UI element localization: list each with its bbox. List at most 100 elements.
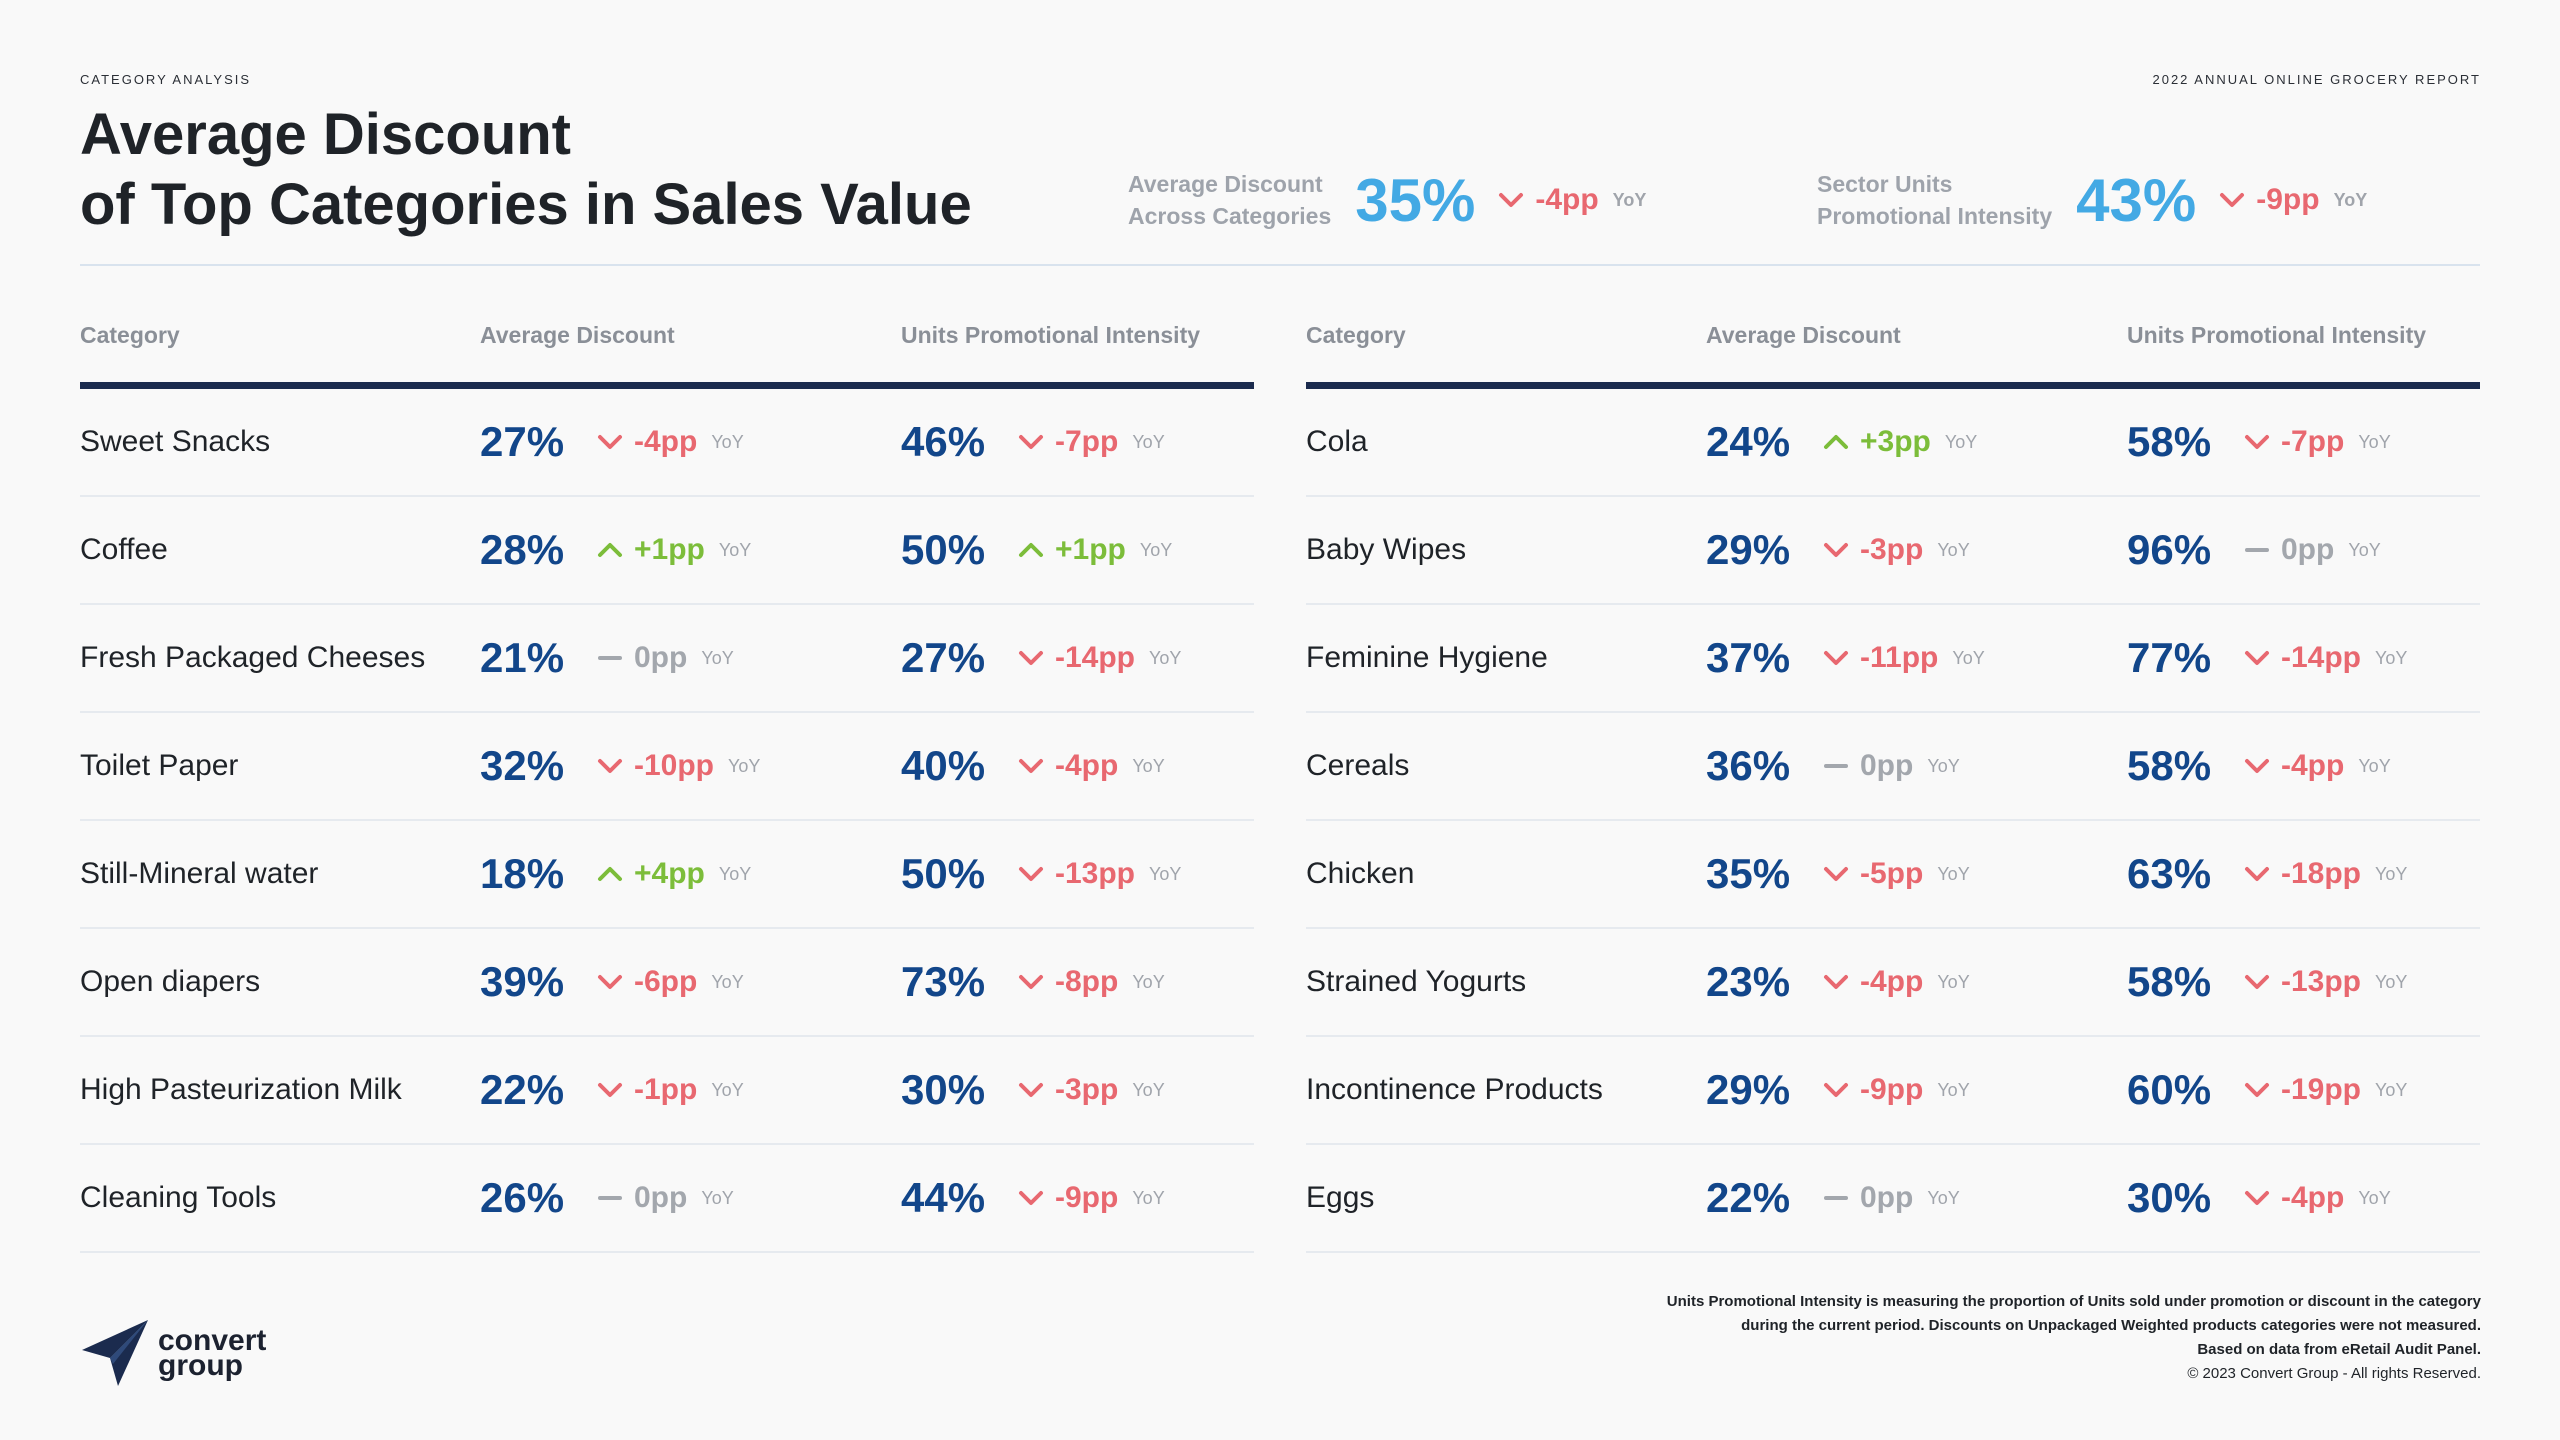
yoy-label: YoY bbox=[1132, 755, 1165, 776]
average-discount-cell: 27% -4pp YoY bbox=[480, 389, 744, 495]
table-row: Feminine Hygiene 37% -11pp YoY 77% -14pp… bbox=[1306, 605, 2480, 713]
yoy-label: YoY bbox=[1927, 1187, 1960, 1208]
units-promo-value: 77% bbox=[2127, 634, 2212, 681]
units-promo-value: 60% bbox=[2127, 1066, 2212, 1113]
arrow-down-icon bbox=[2218, 186, 2256, 214]
change-value: -8pp bbox=[1055, 965, 1119, 998]
average-discount-change: +3pp YoY bbox=[1822, 425, 1977, 459]
dash-icon bbox=[1822, 1184, 1860, 1212]
average-discount-value: 29% bbox=[1706, 526, 1791, 573]
arrow-down-icon bbox=[2243, 752, 2281, 780]
category-cell: Chicken bbox=[1306, 821, 1414, 927]
units-promo-value: 50% bbox=[901, 850, 986, 897]
page-title-line2: of Top Categories in Sales Value bbox=[80, 172, 972, 237]
footnote-line2: during the current period. Discounts on … bbox=[1741, 1317, 2481, 1334]
category-cell: Cereals bbox=[1306, 713, 1409, 819]
category-name: High Pasteurization Milk bbox=[80, 1073, 402, 1106]
change-value: -4pp bbox=[2281, 749, 2345, 782]
units-promo-change: -19pp YoY bbox=[2243, 1073, 2407, 1107]
dash-icon bbox=[596, 1184, 634, 1212]
arrow-down-icon bbox=[2243, 644, 2281, 672]
average-discount-cell: 18% +4pp YoY bbox=[480, 821, 751, 927]
dash-icon bbox=[2243, 536, 2281, 564]
table-row: Cleaning Tools 26% 0pp YoY 44% -9pp YoY bbox=[80, 1145, 1254, 1253]
arrow-down-icon bbox=[1017, 860, 1055, 888]
kpi-promotional-intensity: Sector Units Promotional Intensity 43% -… bbox=[1817, 167, 2367, 234]
average-discount-value: 24% bbox=[1706, 418, 1791, 465]
units-promo-cell: 77% -14pp YoY bbox=[2127, 605, 2407, 711]
units-promo-cell: 30% -4pp YoY bbox=[2127, 1145, 2391, 1251]
yoy-label: YoY bbox=[2375, 647, 2408, 668]
average-discount-value: 22% bbox=[480, 1066, 565, 1113]
yoy-label: YoY bbox=[1139, 539, 1173, 560]
category-name: Cola bbox=[1306, 425, 1368, 458]
arrow-down-icon bbox=[1017, 1184, 1055, 1212]
arrow-up-icon bbox=[596, 536, 634, 564]
average-discount-change: 0pp YoY bbox=[596, 641, 734, 675]
units-promo-change: -18pp YoY bbox=[2243, 857, 2407, 891]
units-promo-change: -4pp YoY bbox=[2243, 749, 2391, 783]
units-promo-cell: 50% +1pp YoY bbox=[901, 497, 1172, 603]
arrow-down-icon bbox=[2243, 428, 2281, 456]
average-discount-value: 26% bbox=[480, 1174, 565, 1221]
category-cell: Still-Mineral water bbox=[80, 821, 318, 927]
units-promo-cell: 50% -13pp YoY bbox=[901, 821, 1181, 927]
arrow-down-icon bbox=[596, 1076, 634, 1104]
table-header: Category Average Discount Units Promotio… bbox=[1306, 300, 2480, 389]
yoy-label: YoY bbox=[1149, 647, 1182, 668]
units-promo-change: -4pp YoY bbox=[1017, 749, 1165, 783]
arrow-up-icon bbox=[596, 860, 634, 888]
column-header-units-promo: Units Promotional Intensity bbox=[901, 322, 1201, 348]
kpi-average-discount: Average Discount Across Categories 35% -… bbox=[1128, 166, 1646, 234]
dash-icon bbox=[1822, 752, 1860, 780]
yoy-label: YoY bbox=[2375, 863, 2408, 884]
yoy-label: YoY bbox=[2348, 539, 2381, 560]
arrow-down-icon bbox=[1497, 186, 1535, 214]
footnote-line1: Units Promotional Intensity is measuring… bbox=[1666, 1293, 2481, 1310]
kpi-change: -9pp YoY bbox=[2218, 183, 2367, 217]
arrow-down-icon bbox=[1017, 1076, 1055, 1104]
arrow-down-icon bbox=[596, 752, 634, 780]
arrow-down-icon bbox=[2243, 1184, 2281, 1212]
units-promo-value: 27% bbox=[901, 634, 986, 681]
category-name: Eggs bbox=[1306, 1181, 1375, 1214]
average-discount-change: -3pp YoY bbox=[1822, 533, 1970, 567]
units-promo-change: -8pp YoY bbox=[1017, 965, 1165, 999]
category-cell: Feminine Hygiene bbox=[1306, 605, 1548, 711]
average-discount-change: -10pp YoY bbox=[596, 749, 760, 783]
column-header-average-discount: Average Discount bbox=[1706, 322, 1901, 348]
kpi-change: -4pp YoY bbox=[1497, 183, 1646, 217]
yoy-label: YoY bbox=[2358, 755, 2391, 776]
units-promo-value: 58% bbox=[2127, 418, 2212, 465]
category-name: Open diapers bbox=[80, 965, 261, 998]
category-name: Still-Mineral water bbox=[80, 857, 319, 890]
units-promo-cell: 46% -7pp YoY bbox=[901, 389, 1165, 495]
units-promo-change: -9pp YoY bbox=[1017, 1181, 1165, 1215]
yoy-label: YoY bbox=[1927, 755, 1960, 776]
category-name: Cleaning Tools bbox=[80, 1181, 277, 1214]
units-promo-change: +1pp YoY bbox=[1017, 533, 1172, 567]
change-value: -19pp bbox=[2281, 1073, 2362, 1106]
average-discount-change: 0pp YoY bbox=[1822, 749, 1960, 783]
average-discount-cell: 32% -10pp YoY bbox=[480, 713, 760, 819]
units-promo-change: -4pp YoY bbox=[2243, 1181, 2391, 1215]
change-value: -7pp bbox=[1055, 425, 1119, 458]
category-table-right: Category Average Discount Units Promotio… bbox=[1306, 300, 2480, 1253]
units-promo-change: -13pp YoY bbox=[1017, 857, 1181, 891]
units-promo-value: 63% bbox=[2127, 850, 2212, 897]
table-row: Sweet Snacks 27% -4pp YoY 46% -7pp YoY bbox=[80, 389, 1254, 497]
category-cell: Baby Wipes bbox=[1306, 497, 1466, 603]
logo-line2: group bbox=[158, 1349, 243, 1382]
kpi-label-line1: Average Discount bbox=[1128, 171, 1323, 197]
average-discount-cell: 21% 0pp YoY bbox=[480, 605, 734, 711]
yoy-label: YoY bbox=[2375, 1079, 2408, 1100]
kpi-value: 35% bbox=[1355, 166, 1476, 234]
average-discount-value: 28% bbox=[480, 526, 565, 573]
paper-plane-icon bbox=[82, 1320, 148, 1386]
average-discount-cell: 39% -6pp YoY bbox=[480, 929, 744, 1035]
units-promo-change: -3pp YoY bbox=[1017, 1073, 1165, 1107]
units-promo-cell: 58% -13pp YoY bbox=[2127, 929, 2407, 1035]
average-discount-change: -4pp YoY bbox=[1822, 965, 1970, 999]
change-value: -13pp bbox=[1055, 857, 1136, 890]
table-row: Cereals 36% 0pp YoY 58% -4pp YoY bbox=[1306, 713, 2480, 821]
